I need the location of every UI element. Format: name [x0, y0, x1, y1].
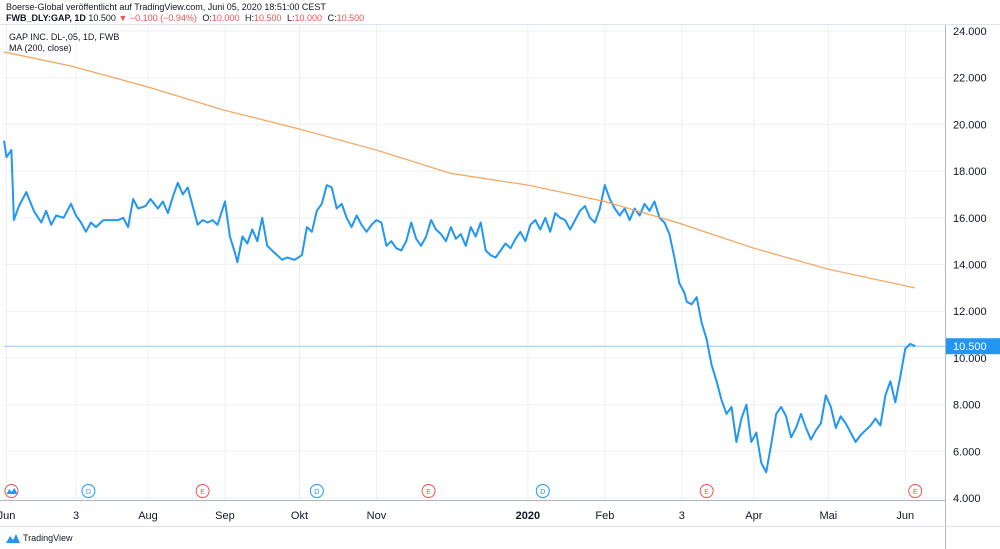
dividend-marker — [309, 484, 324, 498]
earnings-marker-label: E — [426, 489, 431, 496]
earnings-marker — [908, 484, 923, 498]
last-price-badge-label: 10.500 — [953, 341, 987, 353]
earnings-marker-label: E — [200, 489, 205, 496]
y-tick-label: 4.000 — [953, 493, 981, 505]
y-tick-label: 24.000 — [953, 26, 987, 38]
dividend-marker-label: D — [540, 489, 545, 496]
price-series-line — [3, 140, 916, 474]
low-label: L: — [287, 13, 295, 23]
y-tick-label: 18.000 — [953, 166, 987, 178]
dividend-marker — [81, 484, 96, 498]
ma-series-line — [3, 51, 916, 289]
x-tick-label: Feb — [595, 510, 614, 522]
legend-ma-title: MA (200, close) — [9, 43, 72, 53]
y-tick-label: 20.000 — [953, 119, 987, 131]
y-tick-label: 22.000 — [953, 73, 987, 85]
symbol-quote-line: FWB_DLY:GAP, 1D 10.500 ▼ −0.100 (−0.94%)… — [6, 13, 364, 23]
open-label: O: — [202, 13, 212, 23]
published-line: Boerse-Global veröffentlicht auf Trading… — [6, 2, 326, 12]
price-change: ▼ −0.100 (−0.94%) — [118, 13, 197, 23]
y-tick-label: 16.000 — [953, 213, 987, 225]
x-tick-label: Jun — [0, 510, 15, 522]
high-value: 10.500 — [253, 13, 282, 23]
earnings-marker — [421, 484, 436, 498]
x-tick-label: 3 — [679, 510, 685, 522]
y-tick-label: 8.000 — [953, 400, 981, 412]
dividend-marker-label: D — [314, 489, 319, 496]
x-tick-label: Apr — [745, 510, 762, 522]
symbol-label: FWB_DLY:GAP, 1D — [6, 13, 86, 23]
y-tick-label: 12.000 — [953, 306, 987, 318]
earnings-marker — [195, 484, 210, 498]
x-tick-label: Aug — [138, 510, 158, 522]
x-tick-label: Mai — [819, 510, 837, 522]
x-tick-label: Sep — [215, 510, 235, 522]
dividend-marker-label: D — [86, 489, 91, 496]
earnings-marker — [699, 484, 714, 498]
footer-brand-label: TradingView — [23, 533, 73, 543]
x-tick-label: 2020 — [516, 510, 540, 522]
earnings-marker-label: E — [913, 489, 918, 496]
earnings-marker-label: E — [704, 489, 709, 496]
dividend-marker — [535, 484, 550, 498]
split-marker-icon — [6, 488, 18, 494]
y-tick-label: 6.000 — [953, 446, 981, 458]
x-tick-label: Okt — [291, 510, 308, 522]
last-price: 10.500 — [88, 13, 116, 23]
x-tick-label: Nov — [367, 510, 387, 522]
legend-series-title: GAP INC. DL-,05, 1D, FWB — [9, 32, 120, 42]
low-value: 10.000 — [294, 13, 323, 23]
footer-brand[interactable]: TradingView — [6, 533, 73, 543]
split-marker — [4, 484, 19, 498]
open-value: 10.000 — [211, 13, 240, 23]
y-tick-label: 10.000 — [953, 353, 987, 365]
y-tick-label: 14.000 — [953, 260, 987, 272]
x-tick-label: Jun — [896, 510, 914, 522]
x-tick-label: 3 — [73, 510, 79, 522]
last-price-badge — [946, 338, 1000, 355]
close-value: 10.500 — [336, 13, 365, 23]
tradingview-logo-icon — [6, 533, 20, 543]
high-label: H: — [244, 13, 254, 23]
close-label: C: — [327, 13, 337, 23]
